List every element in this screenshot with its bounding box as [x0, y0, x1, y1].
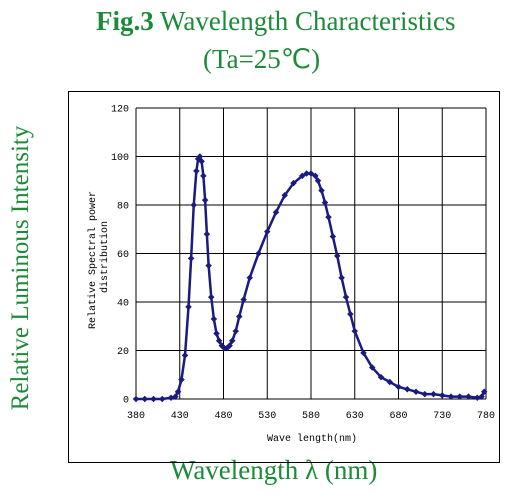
data-point — [307, 170, 315, 177]
data-point — [395, 383, 402, 391]
data-point — [368, 364, 376, 371]
data-point — [207, 293, 215, 301]
data-point — [190, 201, 198, 209]
y-tick-label: 40 — [117, 299, 129, 310]
data-point — [132, 395, 140, 403]
data-point — [255, 250, 262, 257]
data-point — [203, 230, 211, 238]
data-point — [412, 388, 420, 395]
data-point — [201, 196, 209, 204]
data-point — [377, 373, 385, 381]
data-point — [333, 252, 341, 260]
inner-y-axis-label-line1: Relative Spectral power — [87, 191, 99, 329]
data-point — [318, 187, 325, 194]
data-point — [351, 327, 359, 335]
data-point — [200, 172, 207, 180]
data-point — [174, 388, 182, 395]
data-point — [342, 293, 350, 301]
data-point — [312, 172, 319, 180]
data-point — [403, 386, 411, 393]
data-point — [480, 388, 488, 395]
data-point — [272, 209, 280, 216]
data-point — [465, 393, 472, 400]
data-point — [193, 167, 200, 175]
tick-labels: 380 430 480 530 580 630 680 730 780 0 20 40 60 80 100 1… — [111, 105, 495, 423]
data-point — [314, 177, 322, 185]
inner-y-axis-label-line2: distribution — [99, 221, 111, 293]
data-point — [232, 327, 240, 335]
data-point — [303, 170, 310, 177]
data-point — [478, 393, 485, 400]
data-point — [215, 337, 223, 345]
data-point — [196, 153, 204, 160]
data-point — [290, 179, 297, 187]
figure-title: Fig.3 Wavelength Characteristics — [96, 6, 455, 37]
x-tick-label: 380 — [127, 411, 145, 422]
series — [132, 153, 488, 403]
data-point — [187, 255, 195, 262]
data-point — [141, 395, 149, 403]
figure-condition: (Ta=25℃) — [203, 44, 321, 74]
data-point — [386, 378, 394, 386]
data-point — [325, 213, 332, 221]
series-line — [136, 155, 486, 401]
data-point — [298, 172, 306, 180]
data-point — [329, 233, 337, 240]
data-point — [246, 274, 254, 282]
data-point — [338, 274, 345, 282]
inner-y-axis-label: Relative Spectral power distribution — [87, 185, 111, 329]
data-point — [185, 303, 192, 311]
data-point — [235, 313, 243, 320]
y-tick-label: 0 — [123, 396, 129, 407]
x-tick-label: 480 — [214, 411, 232, 422]
data-point — [321, 199, 329, 206]
data-point — [226, 342, 233, 349]
y-tick-label: 80 — [117, 202, 129, 213]
data-point — [172, 393, 179, 400]
x-tick-label: 580 — [302, 411, 320, 422]
x-tick-label: 630 — [346, 411, 364, 422]
data-point — [198, 158, 205, 165]
figure-title-text: Wavelength Characteristics — [160, 6, 456, 36]
data-point — [347, 310, 354, 318]
x-tick-label: 430 — [171, 411, 189, 422]
data-point — [228, 337, 236, 345]
x-tick-label: 530 — [258, 411, 276, 422]
data-point — [150, 395, 157, 403]
data-point — [263, 228, 271, 235]
data-point — [158, 395, 166, 403]
x-tick-label: 730 — [433, 411, 451, 422]
y-tick-label: 60 — [117, 250, 129, 261]
data-point — [178, 376, 185, 383]
outer-x-axis-label: Wavelength λ (nm) — [170, 455, 378, 485]
grid — [135, 107, 487, 400]
data-point — [213, 330, 220, 337]
data-point — [240, 296, 247, 303]
y-tick-label: 120 — [111, 105, 129, 116]
chart-frame — [68, 91, 500, 463]
data-point — [438, 392, 446, 399]
data-point — [456, 393, 464, 400]
inner-x-axis-label: Wave length(nm) — [267, 433, 357, 445]
data-point — [181, 352, 189, 359]
y-tick-label: 20 — [117, 347, 129, 358]
x-tick-label: 680 — [389, 411, 407, 422]
data-point — [281, 192, 289, 199]
figure-number: Fig.3 — [96, 6, 154, 36]
y-tick-label: 100 — [111, 153, 129, 164]
data-point — [360, 349, 367, 357]
data-point — [205, 262, 212, 269]
data-point — [430, 390, 437, 398]
x-tick-label: 780 — [477, 411, 495, 422]
data-point — [210, 315, 218, 323]
data-point — [421, 390, 429, 398]
data-point — [447, 393, 455, 400]
